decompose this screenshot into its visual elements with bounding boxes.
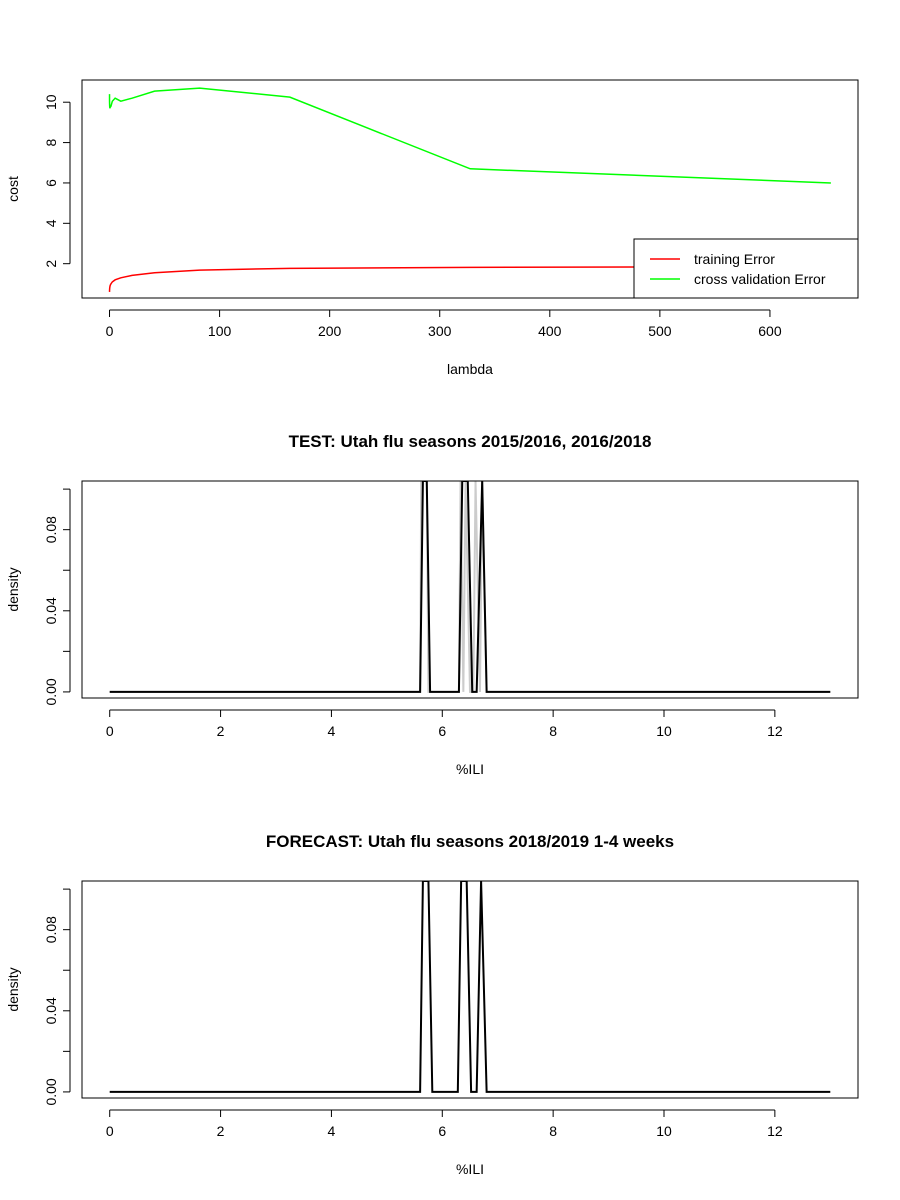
x-tick-label: 6 [438, 1123, 446, 1139]
series-line-1 [108, 87, 831, 184]
x-tick-label: 8 [549, 1123, 557, 1139]
plot-frame [81, 880, 859, 1099]
x-tick-label: 0 [106, 1123, 114, 1139]
x-tick-label: 0 [106, 323, 114, 339]
y-tick-label: 0.04 [43, 997, 59, 1024]
y-tick-label: 2 [43, 260, 59, 268]
legend-label: training Error [694, 251, 775, 267]
plot-frame [81, 79, 859, 299]
x-tick-label: 300 [428, 323, 452, 339]
series-line-0 [108, 265, 831, 292]
y-tick-label: 0.04 [43, 597, 59, 624]
x-axis-label: lambda [447, 361, 493, 377]
x-tick-label: 2 [217, 1123, 225, 1139]
y-tick-label: 0.00 [43, 1078, 59, 1105]
chart-title: TEST: Utah flu seasons 2015/2016, 2016/2… [289, 432, 652, 451]
legend-box [633, 238, 859, 299]
x-tick-label: 0 [106, 723, 114, 739]
legend-label: cross validation Error [694, 271, 826, 287]
x-tick-label: 200 [318, 323, 342, 339]
y-axis-label: density [5, 567, 21, 611]
y-tick-label: 4 [43, 219, 59, 227]
x-tick-label: 12 [767, 1123, 783, 1139]
x-tick-label: 600 [758, 323, 782, 339]
x-tick-label: 100 [208, 323, 232, 339]
x-axis-label: %ILI [456, 761, 484, 777]
x-tick-label: 8 [549, 723, 557, 739]
y-tick-label: 10 [43, 94, 59, 110]
x-tick-label: 2 [217, 723, 225, 739]
x-tick-label: 6 [438, 723, 446, 739]
chart-title: FORECAST: Utah flu seasons 2018/2019 1-4… [266, 832, 674, 851]
y-tick-label: 6 [43, 179, 59, 187]
x-tick-label: 12 [767, 723, 783, 739]
legend: training Error cross validation Error [633, 238, 859, 299]
y-tick-label: 0.00 [43, 678, 59, 705]
series-line-0 [109, 481, 831, 693]
test-density-chart: TEST: Utah flu seasons 2015/2016, 2016/2… [5, 432, 859, 777]
x-tick-label: 500 [648, 323, 672, 339]
cost-lambda-chart: 0 100 200 300 400 500 600 2 4 6 8 10 lambda cost train… [5, 79, 859, 377]
y-axis-label: density [5, 967, 21, 1011]
plot-frame [81, 480, 859, 699]
y-tick-label: 0.08 [43, 516, 59, 543]
x-tick-label: 4 [328, 723, 336, 739]
x-tick-label: 10 [656, 723, 672, 739]
series-line-0 [109, 881, 831, 1093]
y-tick-label: 8 [43, 138, 59, 146]
x-tick-label: 4 [328, 1123, 336, 1139]
x-tick-label: 10 [656, 1123, 672, 1139]
x-axis-label: %ILI [456, 1161, 484, 1177]
x-tick-label: 400 [538, 323, 562, 339]
y-tick-label: 0.08 [43, 916, 59, 943]
y-axis-label: cost [5, 176, 21, 202]
forecast-density-chart: FORECAST: Utah flu seasons 2018/2019 1-4… [5, 832, 859, 1177]
